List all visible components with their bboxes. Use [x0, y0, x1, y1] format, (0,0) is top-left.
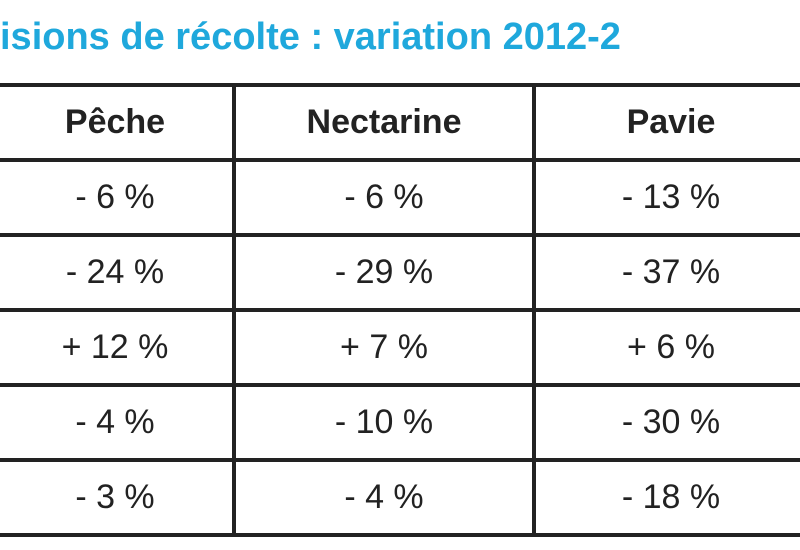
cell-nectarine: - 4 % [232, 458, 536, 537]
harvest-table-container: Pêche Nectarine Pavie - 6 % - 6 % - 13 %… [0, 83, 800, 550]
cell-nectarine: - 29 % [232, 233, 536, 312]
table-header: Pêche Nectarine Pavie [0, 83, 800, 162]
cell-peche: - 24 % [0, 233, 236, 312]
table-row: - 4 % - 10 % - 30 % [0, 383, 800, 462]
header-nectarine: Nectarine [232, 83, 536, 162]
header-pavie: Pavie [532, 83, 800, 162]
harvest-variation-table: Pêche Nectarine Pavie - 6 % - 6 % - 13 %… [0, 83, 800, 537]
table-title: isions de récolte : variation 2012-2 [0, 16, 621, 58]
cell-nectarine: - 6 % [232, 158, 536, 237]
cell-pavie: - 13 % [532, 158, 800, 237]
table-row: - 3 % - 4 % - 18 % [0, 458, 800, 537]
cell-nectarine: + 7 % [232, 308, 536, 387]
cell-peche: - 6 % [0, 158, 236, 237]
cell-pavie: + 6 % [532, 308, 800, 387]
cell-pavie: - 18 % [532, 458, 800, 537]
cell-peche: - 4 % [0, 383, 236, 462]
table-body: - 6 % - 6 % - 13 % - 24 % - 29 % - 37 % … [0, 158, 800, 537]
header-peche: Pêche [0, 83, 236, 162]
header-row: Pêche Nectarine Pavie [0, 83, 800, 162]
table-row: - 6 % - 6 % - 13 % [0, 158, 800, 237]
cell-pavie: - 37 % [532, 233, 800, 312]
cell-nectarine: - 10 % [232, 383, 536, 462]
table-row: + 12 % + 7 % + 6 % [0, 308, 800, 387]
table-row: - 24 % - 29 % - 37 % [0, 233, 800, 312]
cell-peche: - 3 % [0, 458, 236, 537]
cell-pavie: - 30 % [532, 383, 800, 462]
cell-peche: + 12 % [0, 308, 236, 387]
